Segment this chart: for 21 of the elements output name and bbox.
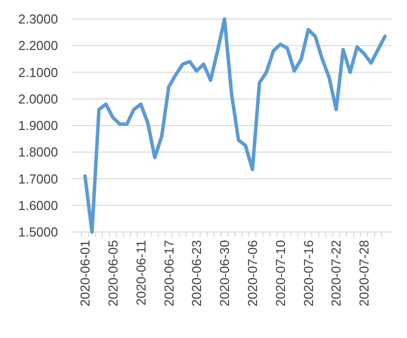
y-tick-label: 1.8000	[18, 144, 58, 160]
x-tick-label: 2020-06-01	[78, 240, 93, 306]
x-tick-label: 2020-06-30	[217, 240, 232, 306]
x-tick-label: 2020-06-05	[105, 240, 120, 306]
y-tick-label: 2.1000	[18, 64, 58, 80]
x-tick-label: 2020-06-17	[161, 240, 176, 306]
y-tick-label: 2.0000	[18, 91, 58, 106]
y-tick-label: 1.9000	[18, 118, 58, 134]
x-tick-label: 2020-07-16	[300, 240, 316, 306]
y-tick-label: 2.3000	[18, 12, 58, 27]
y-tick-label: 1.5000	[18, 224, 58, 240]
x-tick-label: 2020-07-22	[328, 240, 344, 306]
y-tick-label: 1.6000	[18, 198, 58, 213]
x-tick-label: 2020-06-11	[133, 240, 148, 306]
y-tick-label: 2.2000	[18, 38, 58, 54]
x-tick-label: 2020-07-28	[356, 240, 372, 306]
x-tick-label: 2020-07-06	[244, 240, 260, 306]
line-series	[83, 17, 387, 234]
x-tick-label: 2020-06-23	[189, 240, 204, 306]
x-tick-label: 2020-07-10	[272, 240, 288, 306]
y-tick-label: 1.7000	[18, 171, 58, 186]
